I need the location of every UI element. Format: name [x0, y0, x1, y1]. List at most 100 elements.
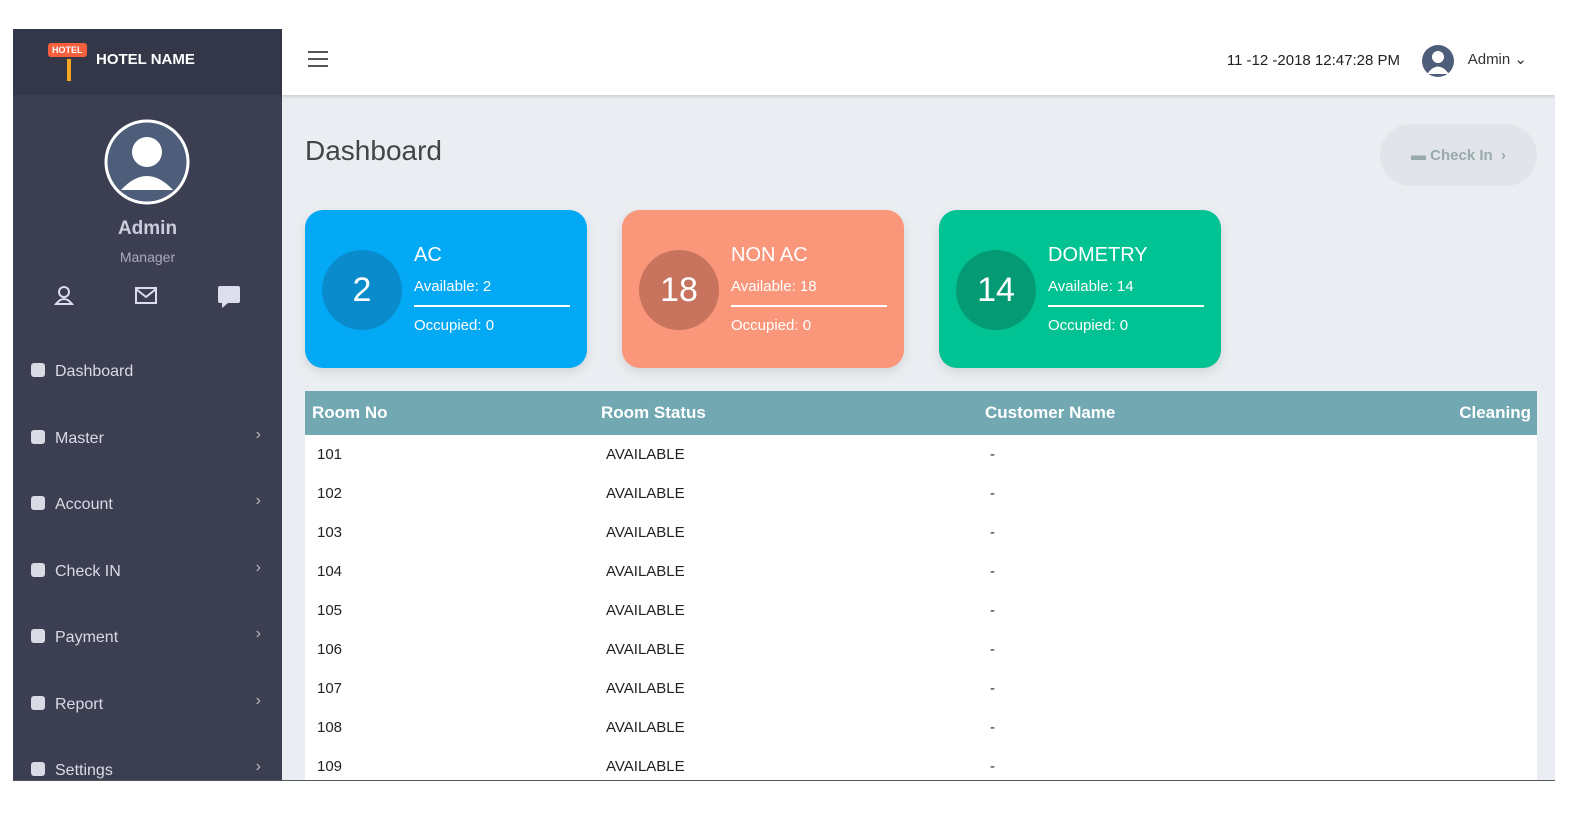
- sidebar-header: HOTEL HOTEL NAME: [13, 29, 282, 95]
- card-occupied: Occupied: 0: [731, 317, 812, 334]
- user-menu-label[interactable]: Admin: [1467, 51, 1511, 68]
- nav-label[interactable]: Settings: [55, 762, 113, 779]
- table-cell: 106: [317, 641, 343, 658]
- table-row: 101 AVAILABLE -: [305, 435, 1537, 474]
- table-cell: -: [990, 758, 995, 775]
- table-cell: 104: [317, 563, 343, 580]
- profile-role: Manager: [119, 249, 176, 265]
- table-cell: 108: [317, 719, 343, 736]
- table-row: 106 AVAILABLE -: [305, 630, 1537, 669]
- table-cell: AVAILABLE: [606, 602, 685, 619]
- card-count: 2: [322, 250, 402, 330]
- table-cell: -: [990, 446, 995, 463]
- nav-chevron: ›: [255, 425, 261, 443]
- column-header: Room No: [312, 403, 388, 422]
- table-cell: -: [990, 641, 995, 658]
- table-cell: AVAILABLE: [606, 719, 685, 736]
- nav-label[interactable]: Master: [55, 429, 104, 447]
- table-cell: AVAILABLE: [606, 563, 685, 580]
- nav-icon: [31, 363, 45, 377]
- card-count: 14: [956, 250, 1036, 330]
- table-cell: -: [990, 524, 995, 541]
- card-count: 18: [639, 250, 719, 330]
- room-card: 18 NON AC Available: 18 Occupied: 0: [622, 210, 904, 368]
- datetime: 11 -12 -2018 12:47:28 PM: [1226, 52, 1400, 69]
- profile-icons[interactable]: [53, 284, 253, 308]
- table-row: 108 AVAILABLE -: [305, 708, 1537, 747]
- nav-icon: [31, 429, 45, 444]
- column-header: Customer Name: [985, 403, 1116, 422]
- table-cell: 101: [317, 446, 343, 463]
- topbar: 11 -12 -2018 12:47:28 PM Admin ⌄: [282, 29, 1555, 95]
- nav-chevron: ›: [255, 492, 261, 509]
- table-cell: -: [990, 563, 995, 580]
- nav-item[interactable]: Settings ›: [31, 758, 261, 780]
- table-row: 109 AVAILABLE -: [305, 747, 1537, 780]
- table-cell: AVAILABLE: [606, 641, 685, 658]
- card-available: Available: 14: [1048, 278, 1204, 307]
- table-cell: AVAILABLE: [606, 680, 685, 697]
- table-cell: -: [990, 680, 995, 697]
- nav-item[interactable]: Report ›: [31, 692, 261, 714]
- room-card: 14 DOMETRY Available: 14 Occupied: 0: [939, 210, 1221, 368]
- nav-label[interactable]: Dashboard: [55, 363, 134, 380]
- nav-chevron: ›: [255, 625, 261, 642]
- column-header: Room Status: [601, 403, 706, 422]
- page-title: Dashboard: [305, 135, 442, 166]
- nav-icon: [31, 562, 45, 577]
- user-menu[interactable]: Admin ⌄: [1467, 51, 1527, 68]
- table-cell: -: [990, 719, 995, 736]
- table-row: 105 AVAILABLE -: [305, 591, 1537, 630]
- nav-item[interactable]: Master ›: [31, 426, 261, 448]
- card-occupied: Occupied: 0: [414, 317, 495, 334]
- table-cell: 103: [317, 524, 343, 541]
- column-header: Cleaning: [1459, 403, 1531, 422]
- nav-item[interactable]: Check IN ›: [31, 559, 261, 581]
- brand: HOTEL NAME: [96, 51, 195, 68]
- user-avatar[interactable]: [1421, 44, 1455, 78]
- menu-toggle[interactable]: [307, 50, 329, 68]
- nav-chevron: ›: [255, 758, 261, 775]
- logo-post: [67, 59, 71, 81]
- table-header: Room No Room Status Customer Name Cleaning: [305, 391, 1537, 435]
- room-card: 2 AC Available: 2 Occupied: 0: [305, 210, 587, 368]
- nav-icon: [31, 695, 45, 710]
- table-row: 103 AVAILABLE -: [305, 513, 1537, 552]
- table-cell: AVAILABLE: [606, 758, 685, 775]
- card-title: DOMETRY: [1048, 244, 1148, 266]
- nav-item[interactable]: Dashboard: [31, 363, 261, 381]
- card-title: NON AC: [731, 244, 808, 266]
- table-cell: 105: [317, 602, 343, 619]
- nav-label[interactable]: Check IN: [55, 562, 121, 580]
- table-cell: 102: [317, 485, 343, 502]
- nav-label[interactable]: Account: [55, 496, 113, 513]
- profile-name: Admin: [117, 218, 178, 239]
- nav-label[interactable]: Payment: [55, 629, 119, 646]
- table-cell: AVAILABLE: [606, 524, 685, 541]
- nav-item[interactable]: Account ›: [31, 492, 261, 514]
- card-available: Available: 2: [414, 278, 570, 307]
- nav-icon: [31, 762, 45, 776]
- table-row: 102 AVAILABLE -: [305, 474, 1537, 513]
- nav-chevron: ›: [255, 691, 261, 709]
- card-available: Available: 18: [731, 278, 887, 307]
- nav-label[interactable]: Report: [55, 695, 104, 713]
- table-cell: -: [990, 485, 995, 502]
- nav-item[interactable]: Payment ›: [31, 625, 261, 647]
- check-in-label[interactable]: Check In: [1430, 146, 1493, 164]
- table-cell: 107: [317, 680, 343, 697]
- table-cell: AVAILABLE: [606, 485, 685, 502]
- card-occupied: Occupied: 0: [1048, 317, 1129, 334]
- rooms-table: Room No Room Status Customer Name Cleaning …: [305, 391, 1537, 780]
- check-in-button[interactable]: ▬ Check In ›: [1380, 124, 1537, 186]
- card-title: AC: [414, 244, 442, 266]
- table-cell: 109: [317, 758, 343, 775]
- sidebar: HOTEL HOTEL NAME Admin Manager Dashboard…: [13, 29, 282, 780]
- nav-chevron: ›: [255, 558, 261, 576]
- avatar: [104, 119, 190, 205]
- table-row: 107 AVAILABLE -: [305, 669, 1537, 708]
- logo-badge: HOTEL: [48, 43, 87, 57]
- table-cell: -: [990, 602, 995, 619]
- table-row: 104 AVAILABLE -: [305, 552, 1537, 591]
